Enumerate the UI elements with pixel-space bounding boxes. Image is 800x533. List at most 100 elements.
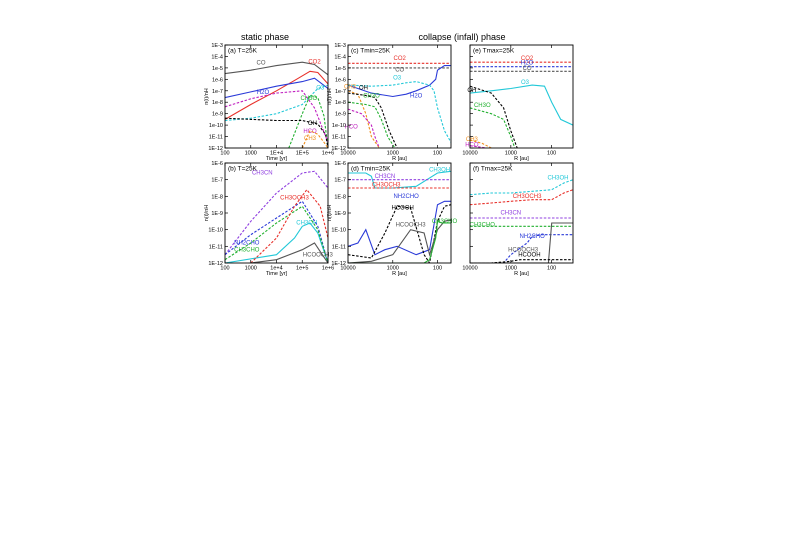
x-tick-label: 100 bbox=[433, 151, 442, 157]
y-tick-label: 1e-6 bbox=[212, 77, 223, 83]
x-tick-label: 1000 bbox=[505, 266, 517, 272]
y-tick-label: 1E-4 bbox=[211, 54, 223, 60]
series-label-ch3o: CH3O bbox=[300, 96, 317, 102]
y-tick-label: 1e-10 bbox=[209, 123, 223, 129]
series-label-co2: CO2 bbox=[521, 56, 534, 62]
series-label-ch3cho: CH3CHO bbox=[432, 219, 458, 225]
y-tick-label: 1E-8 bbox=[211, 194, 223, 200]
x-tick-label: 1000 bbox=[387, 151, 399, 157]
x-tick-label: 1000 bbox=[245, 151, 257, 157]
x-tick-label: 10000 bbox=[340, 151, 355, 157]
y-tick-label: 1E-11 bbox=[209, 135, 223, 141]
y-tick-label: 1E-7 bbox=[334, 178, 346, 184]
x-tick-label: 100 bbox=[220, 151, 229, 157]
series-line-nh2cho bbox=[470, 234, 573, 263]
series-line-ch3och3 bbox=[250, 188, 328, 263]
y-axis-label: n(i)/nH bbox=[204, 205, 210, 222]
y-tick-label: 1E-6 bbox=[334, 161, 346, 167]
x-axis-label: Time [yr] bbox=[266, 156, 288, 162]
series-line-hcooch3 bbox=[250, 242, 328, 263]
series-line-h2o bbox=[225, 77, 328, 99]
series-label-ch3: CH3 bbox=[304, 136, 317, 142]
series-label-ch3cn: CH3CN bbox=[252, 171, 273, 177]
y-axis-label: n(i)/nH bbox=[327, 205, 333, 222]
y-tick-label: 1e-5 bbox=[212, 66, 223, 72]
y-tick-label: 1E-10 bbox=[208, 228, 223, 234]
y-tick-label: 1E-9 bbox=[334, 211, 346, 217]
x-tick-label: 1e+6 bbox=[322, 266, 334, 272]
x-tick-label: 1000 bbox=[505, 151, 517, 157]
series-label-hcooch3: HCOOCH3 bbox=[396, 222, 427, 228]
y-axis-label: n(i)/nH bbox=[327, 88, 333, 105]
series-line-ch3oh bbox=[470, 179, 573, 196]
plot-frame bbox=[469, 44, 574, 149]
chart-panel-d: CH3OH CH3CN CH3OCH3 NH2CHO HCOOH HCOOCH3 CH3CH… bbox=[327, 161, 457, 277]
y-tick-label: 1E-11 bbox=[209, 244, 223, 250]
series-line-oh bbox=[225, 117, 328, 148]
y-tick-label: 1E-12 bbox=[208, 146, 223, 152]
series-line-ch3oh bbox=[225, 222, 328, 263]
x-axis-label: Time [yr] bbox=[266, 271, 288, 277]
series-line-nh2cho bbox=[348, 200, 451, 256]
series-line-ch3cho bbox=[348, 220, 451, 263]
series-label-co: CO bbox=[523, 66, 532, 72]
series-label-nh2cho: NH2CHO bbox=[520, 234, 546, 240]
y-tick-label: 1E-11 bbox=[332, 244, 346, 250]
header-collapse-phase: collapse (infall) phase bbox=[418, 32, 505, 42]
series-label-hco: HCO bbox=[345, 125, 359, 131]
x-tick-label: 10000 bbox=[340, 266, 355, 272]
series-label-h2o: H2O bbox=[410, 94, 423, 100]
x-tick-label: 100 bbox=[433, 266, 442, 272]
series-line-ch3o bbox=[288, 94, 328, 148]
chart-panel-f: CH3OH CH3OCH3 CH3CN CH3CHO NH2CHO HCOOCH3HCOO… bbox=[462, 162, 574, 277]
y-tick-label: 1E-7 bbox=[211, 178, 223, 184]
y-tick-label: 1E-10 bbox=[331, 228, 346, 234]
series-label-ch3och3: CH3OCH3 bbox=[280, 196, 309, 202]
chart-title: (e) Tmax=25K bbox=[473, 48, 515, 55]
chart-panel-c: CO2 CO H2O O3 CH3 OH CH3O HCO 10000 1000 100 1E-3 1E… bbox=[327, 43, 452, 162]
panel-grid: CO CO2 H2O O3 CH3O OH HCO CH3 100 1000 1E+4 1E+5 1e+… bbox=[204, 43, 574, 277]
y-tick-label: 1E-11 bbox=[332, 135, 346, 141]
series-label-o3: O3 bbox=[393, 75, 402, 81]
y-tick-label: 1E-8 bbox=[334, 194, 346, 200]
x-axis-label: R [au] bbox=[514, 271, 529, 277]
x-tick-label: 100 bbox=[547, 151, 556, 157]
series-label-ch3: CH3 bbox=[344, 85, 357, 91]
x-tick-label: 1E+4 bbox=[270, 151, 283, 157]
series-label-h2o: H2O bbox=[257, 90, 270, 96]
series-label-ch3cho: CH3CHO bbox=[470, 222, 496, 228]
series-label-co: CO bbox=[257, 61, 266, 67]
series-label-co2: CO2 bbox=[308, 59, 321, 65]
series-line-oh bbox=[348, 92, 398, 148]
y-tick-label: 1E-4 bbox=[334, 54, 346, 60]
y-tick-label: 1e-9 bbox=[335, 112, 346, 118]
x-axis-label: R [au] bbox=[392, 271, 407, 277]
x-tick-label: 10000 bbox=[462, 151, 477, 157]
x-tick-label: 100 bbox=[220, 266, 229, 272]
x-axis-label: R [au] bbox=[514, 156, 529, 162]
series-label-oh: OH bbox=[308, 121, 317, 127]
y-tick-label: 1E-9 bbox=[211, 211, 223, 217]
series-label-nh2cho: NH2CHO bbox=[394, 194, 420, 200]
chart-title: (b) T=25K bbox=[228, 166, 258, 173]
series-label-ch3oh: CH3OH bbox=[429, 167, 450, 173]
series-line-hcooh bbox=[470, 259, 573, 263]
series-label-oh: OH bbox=[359, 86, 368, 92]
y-tick-label: 1E-12 bbox=[208, 261, 223, 267]
series-label-ch3oh: CH3OH bbox=[296, 221, 317, 227]
y-tick-label: 1e-6 bbox=[335, 77, 346, 83]
y-tick-label: 1E-3 bbox=[334, 43, 346, 49]
series-line-nh2cho bbox=[225, 200, 328, 263]
series-label-hco: HCO bbox=[465, 142, 479, 148]
x-tick-label: 1000 bbox=[245, 266, 257, 272]
y-tick-label: 1e-8 bbox=[335, 100, 346, 106]
x-tick-label: 1E+5 bbox=[296, 151, 309, 157]
series-line-hcooch3 bbox=[470, 222, 573, 263]
x-tick-label: 1e+4 bbox=[270, 266, 282, 272]
series-label-ch3och3: CH3OCH3 bbox=[372, 182, 401, 188]
series-label-co: CO bbox=[395, 67, 404, 73]
